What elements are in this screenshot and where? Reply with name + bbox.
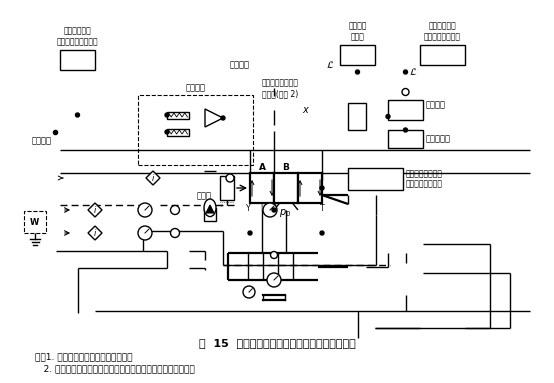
Circle shape xyxy=(243,286,255,298)
Text: W: W xyxy=(29,218,39,226)
Bar xyxy=(340,45,375,65)
Text: 图  15  四通电液比例方向阀典型的动态试验回路: 图 15 四通电液比例方向阀典型的动态试验回路 xyxy=(199,338,355,348)
Text: 速度传感器: 速度传感器 xyxy=(426,134,451,144)
Circle shape xyxy=(402,88,409,95)
Polygon shape xyxy=(88,203,102,217)
Text: 交流偏压: 交流偏压 xyxy=(32,136,52,145)
Text: 2. 有必要增加低增益位置反馈回路来校正节流液压缸的漂移。: 2. 有必要增加低增益位置反馈回路来校正节流液压缸的漂移。 xyxy=(35,365,195,373)
Circle shape xyxy=(272,208,276,212)
Bar xyxy=(167,111,189,118)
Text: Y: Y xyxy=(245,204,250,213)
Circle shape xyxy=(171,229,179,237)
Text: A: A xyxy=(259,163,265,172)
Bar xyxy=(60,50,95,70)
Circle shape xyxy=(403,128,408,132)
Text: 记录示踪器或
其他动态记录装置: 记录示踪器或 其他动态记录装置 xyxy=(424,21,461,41)
Circle shape xyxy=(221,116,225,120)
Text: 输出信号: 输出信号 xyxy=(426,100,446,110)
Bar xyxy=(348,103,366,130)
Circle shape xyxy=(165,130,169,134)
Circle shape xyxy=(171,206,179,214)
Bar xyxy=(388,100,423,120)
Bar xyxy=(348,168,403,190)
Bar xyxy=(204,208,216,221)
Bar xyxy=(138,95,253,165)
Polygon shape xyxy=(205,109,223,127)
Text: T: T xyxy=(320,204,324,213)
Circle shape xyxy=(138,203,152,217)
Circle shape xyxy=(403,70,408,74)
Text: B: B xyxy=(283,163,289,172)
Text: 交流信号: 交流信号 xyxy=(230,60,250,69)
Text: i: i xyxy=(94,206,96,214)
Bar xyxy=(24,211,46,233)
Bar xyxy=(298,173,322,203)
Bar xyxy=(388,130,423,148)
Text: 阀心位置传感器和
信号处理阀放大器: 阀心位置传感器和 信号处理阀放大器 xyxy=(406,169,443,189)
Bar xyxy=(27,214,43,230)
Bar xyxy=(250,173,274,203)
Text: P: P xyxy=(271,204,276,213)
Text: i: i xyxy=(94,229,96,237)
Bar xyxy=(274,173,298,203)
Polygon shape xyxy=(88,226,102,240)
Text: 被试阀: 被试阀 xyxy=(197,192,212,200)
Text: $\mathcal{L}$: $\mathcal{L}$ xyxy=(326,59,334,70)
Circle shape xyxy=(248,231,252,235)
Bar xyxy=(167,129,189,136)
Circle shape xyxy=(356,70,360,74)
Text: 可调整振幅和
频率交流信号发生器: 可调整振幅和 频率交流信号发生器 xyxy=(57,26,98,46)
Text: 频率响应
分析仪: 频率响应 分析仪 xyxy=(348,21,367,41)
Circle shape xyxy=(226,174,234,182)
Bar xyxy=(420,45,465,65)
Text: 注：1. 本试验回路图中未表示截止阀。: 注：1. 本试验回路图中未表示截止阀。 xyxy=(35,352,132,362)
Polygon shape xyxy=(146,171,160,185)
Circle shape xyxy=(263,203,277,217)
Circle shape xyxy=(320,186,324,190)
Circle shape xyxy=(320,231,324,235)
Circle shape xyxy=(138,226,152,240)
Text: $p_0$: $p_0$ xyxy=(279,207,291,219)
Text: L: L xyxy=(260,204,264,213)
Text: i: i xyxy=(152,173,154,183)
Circle shape xyxy=(75,113,80,117)
Bar xyxy=(220,176,234,200)
Ellipse shape xyxy=(204,199,216,217)
Circle shape xyxy=(267,273,281,287)
Text: $x$: $x$ xyxy=(302,105,311,115)
Circle shape xyxy=(165,113,169,117)
Circle shape xyxy=(386,115,390,118)
Text: $\mathcal{L}$: $\mathcal{L}$ xyxy=(408,66,417,77)
Polygon shape xyxy=(206,205,214,213)
Circle shape xyxy=(270,252,278,259)
Text: 阀放大器: 阀放大器 xyxy=(186,83,206,92)
Text: 低摩擦低惯性节流
差动缸(见注 2): 低摩擦低惯性节流 差动缸(见注 2) xyxy=(261,79,299,98)
